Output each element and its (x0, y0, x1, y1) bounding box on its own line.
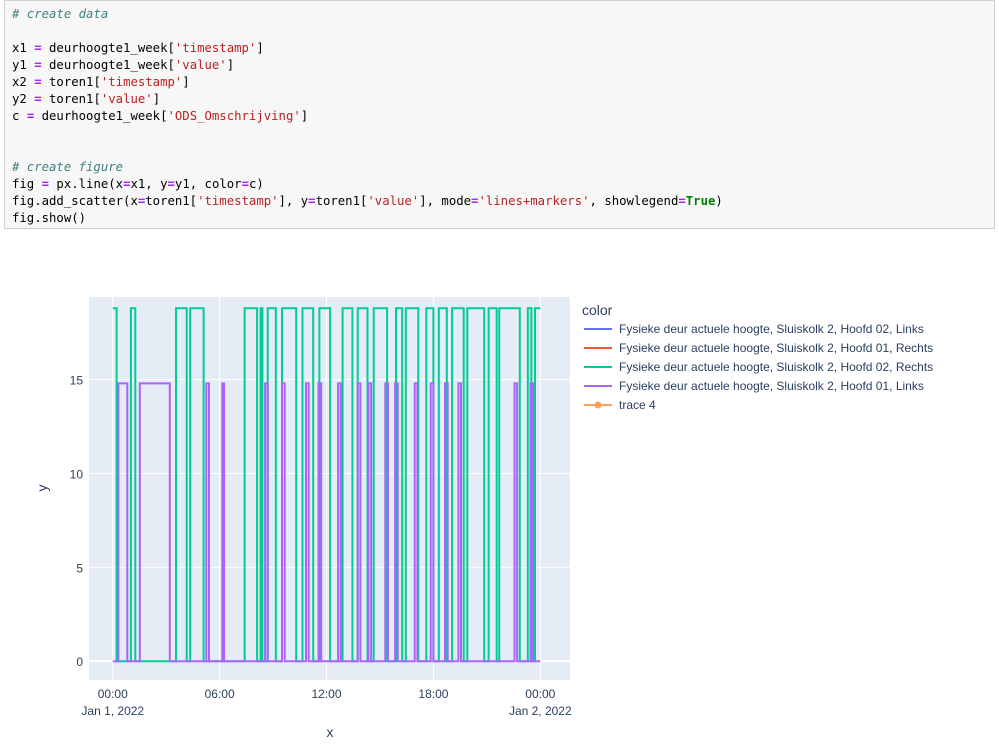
code-token: y1 (12, 58, 35, 72)
code-token: fig (12, 177, 42, 191)
code-line: x1 = deurhoogte1_week['timestamp'] (12, 40, 264, 57)
code-token: c) (248, 177, 264, 191)
code-token: ], y (278, 194, 309, 208)
code-token: ] (256, 41, 264, 55)
code-token: = (167, 177, 175, 191)
x-axis-ticks: 00:00 Jan 1, 2022 06:00 12:00 18:00 00:00 Jan … (81, 687, 572, 718)
line-chart[interactable]: 00:00 Jan 1, 2022 06:00 12:00 18:00 00:00 Jan … (0, 240, 999, 750)
code-token: 'timestamp' (174, 41, 257, 55)
code-token: ] (182, 75, 190, 89)
legend-title: color (582, 302, 613, 318)
legend-item-label: Fysieke deur actuele hoogte, Sluiskolk 2… (619, 379, 924, 393)
legend-item-label: trace 4 (619, 398, 656, 412)
code-token: toren1[ (145, 194, 198, 208)
code-token: # create figure (12, 160, 124, 174)
code-token: deurhoogte1_week[ (41, 41, 175, 55)
y-tick-label: 5 (76, 561, 83, 575)
legend-item-label: Fysieke deur actuele hoogte, Sluiskolk 2… (619, 322, 924, 336)
code-token: = (34, 75, 42, 89)
code-token: toren1[ (41, 92, 101, 106)
code-token: deurhoogte1_week[ (41, 58, 175, 72)
code-line: fig.show() (12, 210, 86, 227)
legend-item: Fysieke deur actuele hoogte, Sluiskolk 2… (584, 341, 933, 355)
code-token: ] (226, 58, 235, 72)
code-token: True (685, 194, 716, 208)
code-line: # create data (12, 6, 108, 23)
legend-marker (594, 401, 602, 409)
code-token: y1, color (174, 177, 242, 191)
code-token: toren1[ (41, 75, 101, 89)
code-token: ] (300, 109, 309, 123)
code-line: fig.add_scatter(x=toren1['timestamp'], y… (12, 193, 723, 210)
y-tick-label: 0 (76, 655, 83, 669)
code-token: = (471, 194, 479, 208)
code-line: fig = px.line(x=x1, y=y1, color=c) (12, 176, 264, 193)
code-token: ], mode (419, 194, 472, 208)
code-token: 'lines+markers' (478, 194, 590, 208)
code-line: c = deurhoogte1_week['ODS_Omschrijving'] (12, 108, 308, 125)
y-axis-ticks: 0 5 10 15 (70, 374, 84, 670)
series-line (112, 382, 541, 663)
x-tick-date-label: Jan 2, 2022 (509, 704, 572, 718)
code-token: x1, y (130, 177, 168, 191)
legend: color Fysieke deur actuele hoogte, Sluis… (582, 302, 933, 412)
code-token: c (12, 109, 27, 123)
code-line: # create figure (12, 159, 123, 176)
code-token: = (26, 109, 35, 123)
x-tick-label: 06:00 (205, 687, 235, 701)
legend-item: Fysieke deur actuele hoogte, Sluiskolk 2… (584, 360, 933, 374)
code-token: 'timestamp' (197, 194, 279, 208)
code-token: = (678, 194, 686, 208)
x-tick-date-label: Jan 1, 2022 (81, 704, 144, 718)
legend-item-label: Fysieke deur actuele hoogte, Sluiskolk 2… (619, 360, 933, 374)
code-cell[interactable]: # create data x1 = deurhoogte1_week['time… (4, 0, 995, 229)
code-token: = (241, 177, 249, 191)
series-lines (112, 307, 541, 663)
y-tick-label: 10 (70, 467, 84, 481)
code-token: = (34, 41, 42, 55)
y-axis-label: y (34, 485, 50, 492)
code-token: 'value' (100, 92, 153, 106)
x-tick-label: 00:00 (98, 687, 128, 701)
code-token: px.line(x (49, 177, 124, 191)
code-token: x2 (12, 75, 35, 89)
code-token: # create data (12, 7, 109, 21)
code-line: x2 = toren1['timestamp'] (12, 74, 190, 91)
code-token: = (34, 58, 42, 72)
code-token: deurhoogte1_week[ (34, 109, 168, 123)
code-token: 'value' (367, 194, 420, 208)
y-tick-label: 15 (70, 374, 84, 388)
code-token: fig.show() (12, 211, 87, 225)
code-token: toren1[ (315, 194, 368, 208)
plot-output: 00:00 Jan 1, 2022 06:00 12:00 18:00 00:00 Jan … (0, 240, 999, 750)
code-token: = (137, 194, 146, 208)
code-token: = (308, 194, 316, 208)
legend-item: trace 4 (584, 398, 656, 412)
x-tick-label: 00:00 (525, 687, 555, 701)
code-token: y2 (12, 92, 35, 106)
code-token: 'ODS_Omschrijving' (167, 109, 301, 123)
legend-item: Fysieke deur actuele hoogte, Sluiskolk 2… (584, 379, 924, 393)
code-token: 'timestamp' (100, 75, 183, 89)
legend-item-label: Fysieke deur actuele hoogte, Sluiskolk 2… (619, 341, 933, 355)
code-token: 'value' (174, 58, 227, 72)
x-axis-label: x (327, 724, 334, 740)
x-tick-label: 12:00 (312, 687, 342, 701)
code-token: fig.add_scatter(x (12, 194, 138, 208)
code-token: x1 (12, 41, 35, 55)
code-token: , showlegend (589, 194, 679, 208)
code-token: = (41, 177, 50, 191)
code-token: = (34, 92, 42, 106)
code-line: y2 = toren1['value'] (12, 91, 160, 108)
x-tick-label: 18:00 (418, 687, 448, 701)
code-line: y1 = deurhoogte1_week['value'] (12, 57, 234, 74)
code-token: ] (152, 92, 161, 106)
legend-item: Fysieke deur actuele hoogte, Sluiskolk 2… (584, 322, 924, 336)
code-token: = (123, 177, 131, 191)
code-token: ) (715, 194, 723, 208)
